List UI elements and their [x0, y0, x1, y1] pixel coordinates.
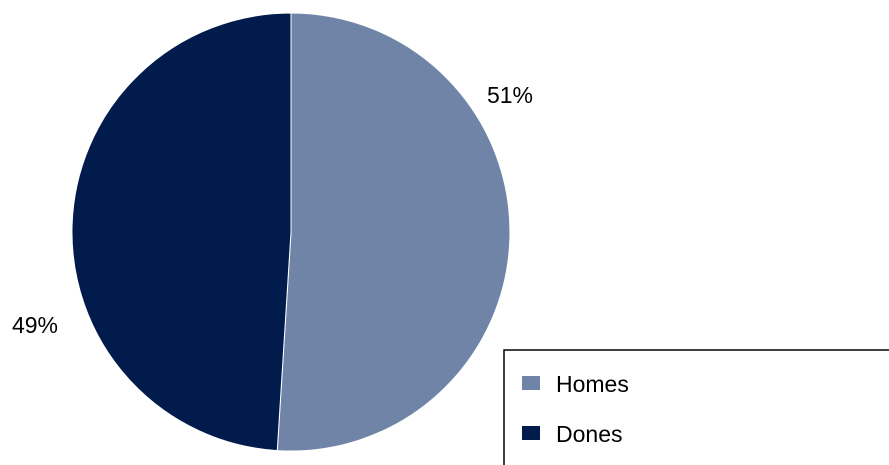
- data-label-dones: 49%: [12, 312, 58, 338]
- legend-label-homes: Homes: [556, 371, 629, 397]
- pie-slice-dones: [71, 12, 292, 452]
- pie-slice-homes: [276, 12, 511, 452]
- legend-swatch-homes: [522, 376, 540, 390]
- pie-slices: [71, 12, 511, 452]
- legend: Homes Dones: [503, 349, 889, 465]
- pie-data-labels: 51% 49%: [12, 82, 533, 338]
- data-label-homes: 51%: [487, 82, 533, 108]
- legend-swatch-dones: [522, 426, 540, 440]
- legend-frame: [503, 349, 889, 465]
- legend-label-dones: Dones: [556, 421, 622, 447]
